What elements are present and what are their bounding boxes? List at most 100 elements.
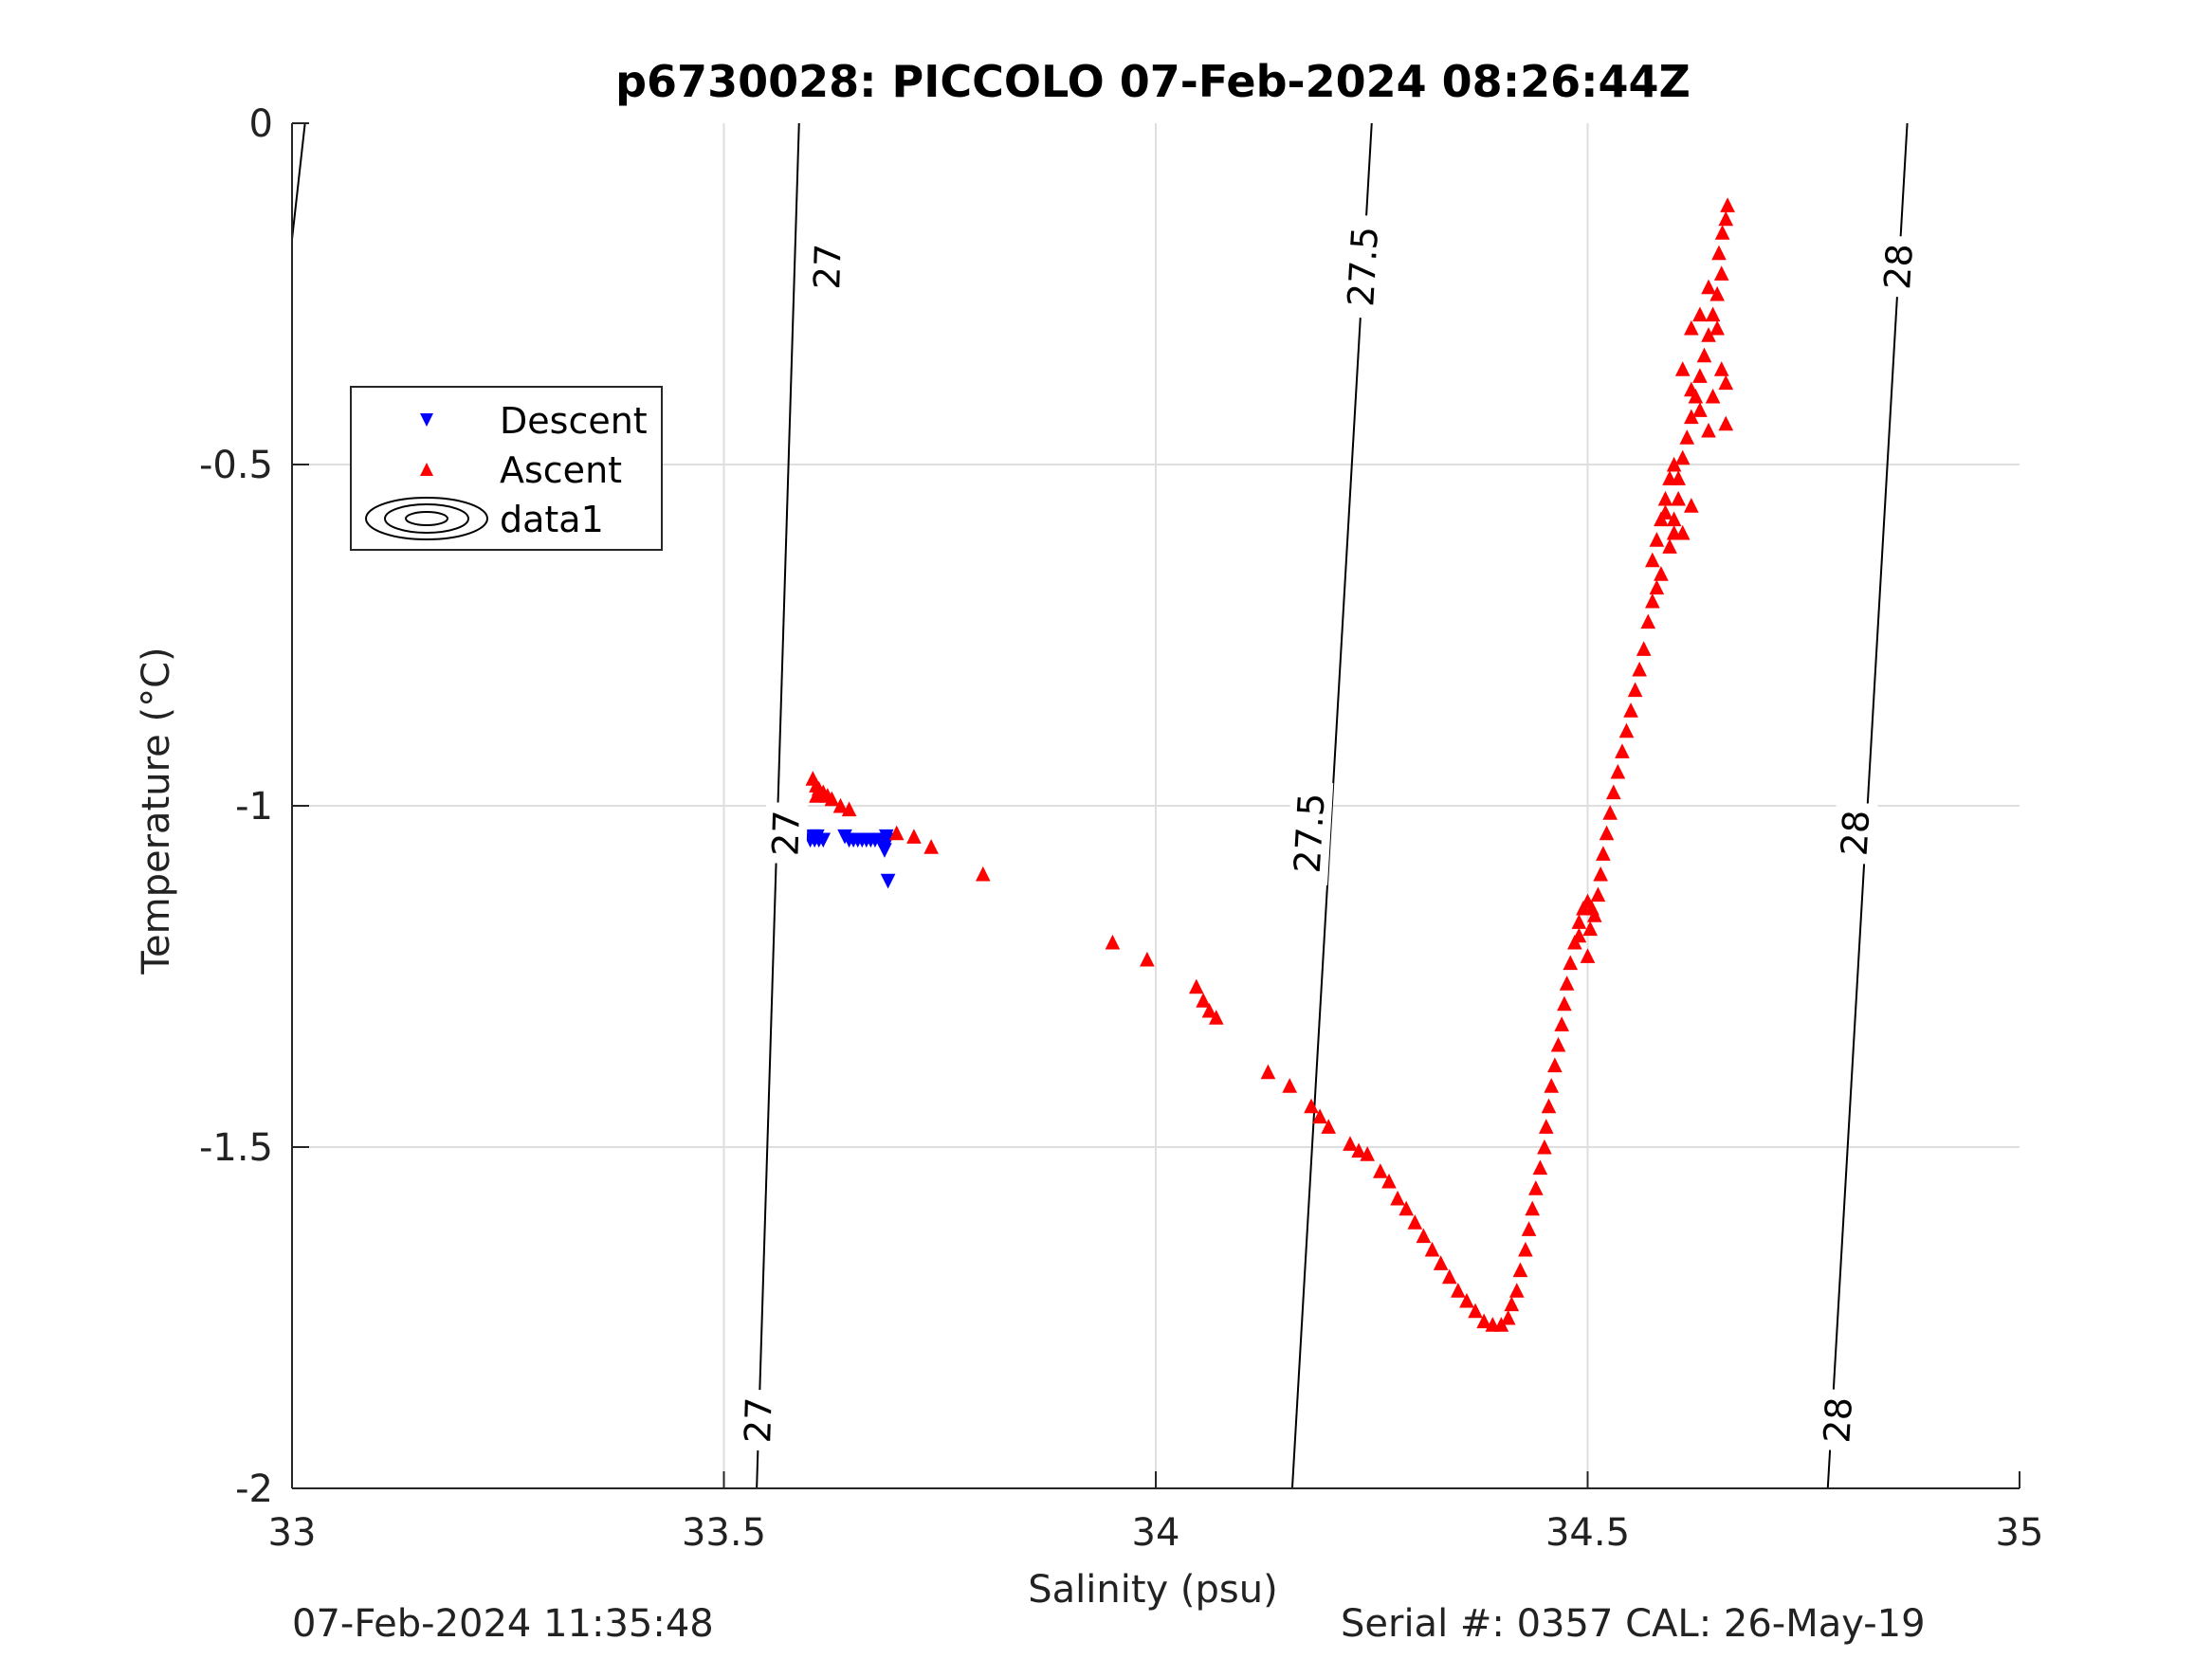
ascent-point-31 bbox=[1407, 1214, 1423, 1230]
ascent-point-72 bbox=[1596, 846, 1611, 861]
y-axis-label: Temperature (°C) bbox=[135, 647, 178, 975]
ascent-point-109 bbox=[1701, 422, 1716, 438]
ascent-point-82 bbox=[1636, 641, 1652, 656]
ascent-point-84 bbox=[1645, 592, 1660, 609]
ascent-point-94 bbox=[1674, 449, 1691, 465]
ascent-point-119 bbox=[1718, 415, 1734, 431]
legend-ascent-marker bbox=[420, 463, 433, 476]
ascent-point-44 bbox=[1508, 1283, 1525, 1298]
ascent-point-78 bbox=[1618, 722, 1635, 738]
ascent-point-7 bbox=[832, 797, 849, 813]
ascent-point-112 bbox=[1674, 361, 1691, 376]
y-tick-label-0: 0 bbox=[249, 102, 273, 146]
x-axis-label: Salinity (psu) bbox=[1028, 1568, 1277, 1612]
ascent-point-124 bbox=[1662, 538, 1677, 554]
ascent-point-57 bbox=[1554, 1016, 1569, 1031]
ascent-point-83 bbox=[1640, 613, 1656, 629]
ascent-point-52 bbox=[1538, 1119, 1554, 1134]
contour-label-text: 28 bbox=[1834, 809, 1878, 857]
ascent-point-67 bbox=[1580, 948, 1596, 963]
y-tick-label-1: -0.5 bbox=[199, 444, 273, 487]
ascent-point-60 bbox=[1563, 955, 1579, 971]
ascent-point-29 bbox=[1390, 1190, 1405, 1206]
ascent-point-26 bbox=[1360, 1146, 1375, 1161]
ascent-point-90 bbox=[1657, 490, 1673, 506]
ascent-point-110 bbox=[1692, 402, 1708, 417]
contour-label-gap bbox=[805, 235, 850, 298]
ascent-point-79 bbox=[1623, 702, 1638, 718]
ascent-point-73 bbox=[1599, 825, 1615, 841]
contour-label-text: 27.5 bbox=[1287, 792, 1333, 874]
legend: Descent Ascent data1 bbox=[350, 386, 663, 551]
ascent-point-51 bbox=[1537, 1139, 1552, 1155]
y-tick-label-2: -1 bbox=[235, 785, 273, 829]
ascent-point-6 bbox=[824, 791, 840, 807]
ascent-point-126 bbox=[1684, 498, 1699, 513]
ascent-point-22 bbox=[1312, 1108, 1327, 1124]
contour-label-0-0: 27 bbox=[736, 1389, 780, 1451]
ascent-point-37 bbox=[1459, 1292, 1474, 1308]
ascent-point-69 bbox=[1586, 907, 1602, 922]
contour-labels: 27 27 27 27.5 27.5 28 28 28 bbox=[736, 214, 1922, 1452]
ascent-point-77 bbox=[1615, 743, 1630, 758]
legend-contour-ring-0 bbox=[365, 497, 488, 540]
ascent-point-88 bbox=[1649, 532, 1665, 547]
ascent-point-20 bbox=[1282, 1078, 1298, 1093]
ascent-point-19 bbox=[1260, 1064, 1276, 1080]
contour-label-text: 27 bbox=[737, 1396, 779, 1444]
ascent-point-121 bbox=[1657, 504, 1673, 520]
ascent-point-114 bbox=[1692, 306, 1708, 322]
ascent-point-23 bbox=[1321, 1119, 1337, 1134]
contour-label-text: 27 bbox=[764, 810, 807, 857]
ascent-point-71 bbox=[1593, 866, 1608, 882]
ascent-point-98 bbox=[1692, 368, 1708, 383]
legend-descent-marker bbox=[420, 413, 433, 427]
ascent-point-106 bbox=[1718, 210, 1734, 227]
ascent-point-75 bbox=[1606, 784, 1621, 800]
ascent-point-99 bbox=[1696, 347, 1712, 363]
ascent-point-15 bbox=[1189, 978, 1204, 994]
tick-labels: 33 33.5 34 34.5 35 0 -0.5 -1 -1.5 -2 bbox=[199, 102, 2044, 1555]
ascent-point-13 bbox=[1105, 934, 1121, 950]
ascent-point-103 bbox=[1713, 265, 1729, 281]
ascent-point-118 bbox=[1705, 388, 1721, 404]
contour-label-gap bbox=[1833, 801, 1878, 866]
ascent-point-113 bbox=[1684, 319, 1699, 336]
ascent-point-76 bbox=[1610, 763, 1626, 779]
ascent-point-117 bbox=[1713, 361, 1729, 376]
ascent-point-116 bbox=[1709, 319, 1725, 336]
y-tick-label-4: -2 bbox=[235, 1468, 273, 1511]
chart-title: p6730028: PICCOLO 07-Feb-2024 08:26:44Z bbox=[615, 56, 1691, 107]
x-tick-label-4: 35 bbox=[1996, 1511, 2044, 1555]
ascent-point-11 bbox=[923, 839, 939, 854]
ascent-point-35 bbox=[1441, 1268, 1457, 1285]
ascent-point-10 bbox=[906, 829, 922, 844]
ascent-point-53 bbox=[1541, 1098, 1557, 1114]
ascent-point-30 bbox=[1398, 1200, 1414, 1216]
ascent-point-87 bbox=[1645, 552, 1660, 568]
ascent-point-16 bbox=[1196, 993, 1211, 1008]
ascent-point-68 bbox=[1582, 921, 1599, 937]
data-points bbox=[802, 197, 1735, 1332]
ascent-point-49 bbox=[1528, 1180, 1544, 1195]
ascent-point-122 bbox=[1671, 490, 1686, 506]
legend-contour-ring-2 bbox=[405, 511, 448, 526]
ascent-point-27 bbox=[1373, 1163, 1388, 1178]
ascent-point-74 bbox=[1602, 805, 1618, 820]
ascent-point-42 bbox=[1500, 1309, 1516, 1325]
x-tick-label-0: 33 bbox=[268, 1511, 317, 1555]
contour-label-gap bbox=[764, 802, 809, 865]
contour-label-2-2: 28 bbox=[1875, 234, 1922, 299]
descent-point-19 bbox=[880, 873, 896, 889]
ascent-point-54 bbox=[1544, 1078, 1560, 1093]
legend-label-1: Ascent bbox=[500, 449, 622, 491]
contour-label-2-0: 28 bbox=[1815, 1388, 1861, 1452]
ascent-point-45 bbox=[1512, 1262, 1528, 1278]
contour-label-2-1: 28 bbox=[1833, 801, 1878, 866]
contour-label-text: 27.5 bbox=[1340, 226, 1386, 308]
legend-contour-ring-1 bbox=[384, 503, 469, 534]
ascent-point-81 bbox=[1632, 661, 1647, 677]
footer-timestamp: 07-Feb-2024 11:35:48 bbox=[292, 1602, 714, 1646]
ascent-point-105 bbox=[1714, 225, 1730, 240]
ascent-point-48 bbox=[1525, 1200, 1541, 1216]
